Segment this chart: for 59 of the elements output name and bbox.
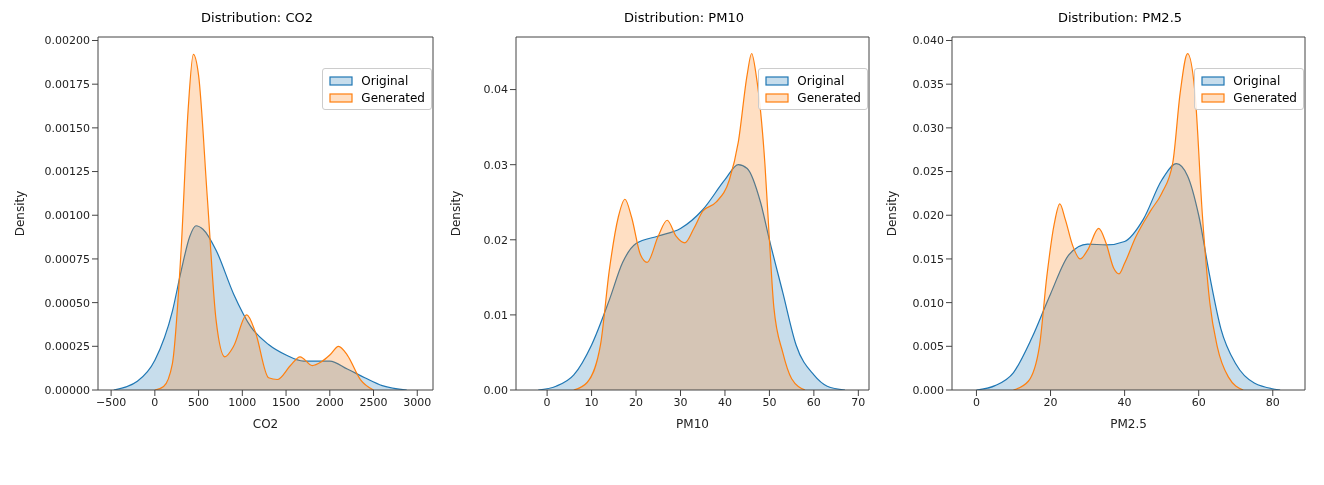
chart-title: Distribution: PM2.5 <box>1056 9 1184 27</box>
x-tick-label: 500 <box>188 395 210 409</box>
chart-title: Distribution: PM10 <box>623 9 745 27</box>
y-tick-label: 0.00075 <box>44 252 90 266</box>
x-tick-label: 20 <box>1043 395 1058 409</box>
x-tick-label: −500 <box>96 395 127 409</box>
legend-label: Generated <box>361 90 425 105</box>
y-tick-label: 0.01 <box>483 308 508 322</box>
x-tick-label: 1000 <box>228 395 257 409</box>
y-tick-label: 0.020 <box>912 209 944 223</box>
x-tick-label: 40 <box>1117 395 1132 409</box>
y-tick-label: 0.040 <box>912 34 944 48</box>
x-tick-label: 40 <box>717 395 732 409</box>
y-tick-label: 0.005 <box>912 340 944 354</box>
y-tick-label: 0.03 <box>483 158 508 172</box>
legend-label: Original <box>1233 73 1281 88</box>
x-axis-title: PM10 <box>676 417 709 431</box>
y-axis-title: Density <box>449 190 464 237</box>
y-tick-label: 0.00 <box>483 383 508 397</box>
x-tick-label: 3000 <box>403 395 432 409</box>
x-tick-label: 50 <box>762 395 777 409</box>
x-tick-label: 70 <box>851 395 866 409</box>
x-tick-label: 10 <box>584 395 599 409</box>
x-tick-label: 1500 <box>272 395 301 409</box>
x-tick-label: 0 <box>543 395 551 409</box>
y-axis-title: Density <box>885 190 900 237</box>
y-tick-label: 0.015 <box>912 252 944 266</box>
y-tick-label: 0.00125 <box>44 165 90 179</box>
y-tick-label: 0.00050 <box>44 296 90 310</box>
x-tick-label: 20 <box>629 395 644 409</box>
x-axis-title: PM2.5 <box>1110 417 1147 431</box>
y-tick-label: 0.04 <box>483 83 508 97</box>
legend-label: Generated <box>1233 90 1297 105</box>
y-tick-label: 0.030 <box>912 121 944 135</box>
x-tick-label: 60 <box>1191 395 1206 409</box>
y-tick-label: 0.00025 <box>44 340 90 354</box>
y-tick-label: 0.00000 <box>44 383 90 397</box>
x-tick-label: 0 <box>972 395 980 409</box>
x-tick-label: 0 <box>151 395 159 409</box>
x-tick-label: 30 <box>673 395 688 409</box>
y-tick-label: 0.02 <box>483 233 508 247</box>
y-tick-label: 0.00200 <box>44 34 90 48</box>
legend-label: Generated <box>797 90 861 105</box>
legend-label: Original <box>797 73 845 88</box>
x-axis-title: CO2 <box>252 417 279 431</box>
y-axis-title: Density <box>13 190 28 237</box>
y-tick-label: 0.00150 <box>44 121 90 135</box>
y-tick-label: 0.00100 <box>44 209 90 223</box>
y-tick-label: 0.035 <box>912 78 944 92</box>
x-tick-label: 2000 <box>315 395 344 409</box>
y-tick-label: 0.000 <box>912 383 944 397</box>
chart-title: Distribution: CO2 <box>200 9 314 27</box>
x-tick-label: 80 <box>1265 395 1280 409</box>
x-tick-label: 2500 <box>359 395 388 409</box>
x-tick-label: 60 <box>806 395 821 409</box>
y-tick-label: 0.025 <box>912 165 944 179</box>
y-tick-label: 0.010 <box>912 296 944 310</box>
y-tick-label: 0.00175 <box>44 78 90 92</box>
legend-label: Original <box>361 73 409 88</box>
